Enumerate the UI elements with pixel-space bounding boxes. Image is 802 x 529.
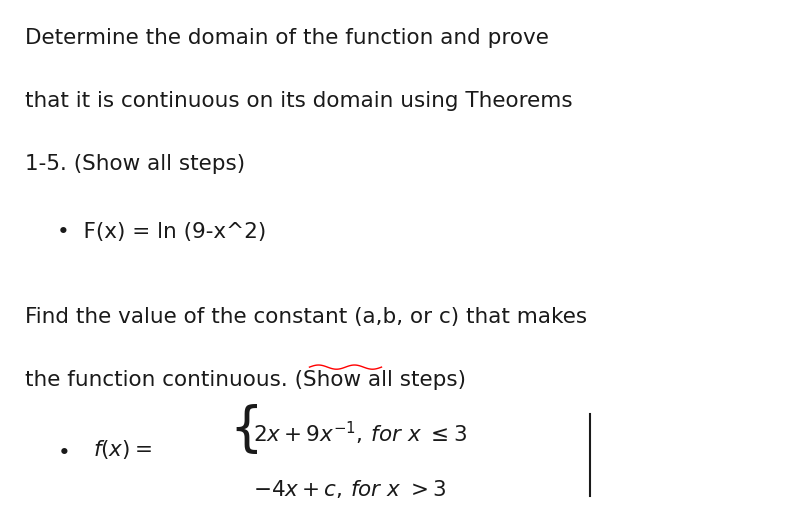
Text: {: { <box>229 404 263 456</box>
Text: Find the value of the constant (a,b, or c) that makes: Find the value of the constant (a,b, or … <box>26 307 587 326</box>
Text: 1-5. (Show all steps): 1-5. (Show all steps) <box>26 154 245 174</box>
Text: •: • <box>57 443 70 463</box>
Text: •  F(x) = ln (9-x^2): • F(x) = ln (9-x^2) <box>57 222 266 242</box>
Text: $f(x) =$: $f(x) =$ <box>93 438 152 461</box>
Text: that it is continuous on its domain using Theorems: that it is continuous on its domain usin… <box>26 91 573 111</box>
Text: Determine the domain of the function and prove: Determine the domain of the function and… <box>26 28 549 48</box>
Text: $-4x + c,\, for\ x\ > 3$: $-4x + c,\, for\ x\ > 3$ <box>253 478 447 499</box>
Text: $2x + 9x^{-1},\, for\ x\ \leq 3$: $2x + 9x^{-1},\, for\ x\ \leq 3$ <box>253 419 467 447</box>
Text: the function continuous. (Show all steps): the function continuous. (Show all steps… <box>26 370 466 390</box>
